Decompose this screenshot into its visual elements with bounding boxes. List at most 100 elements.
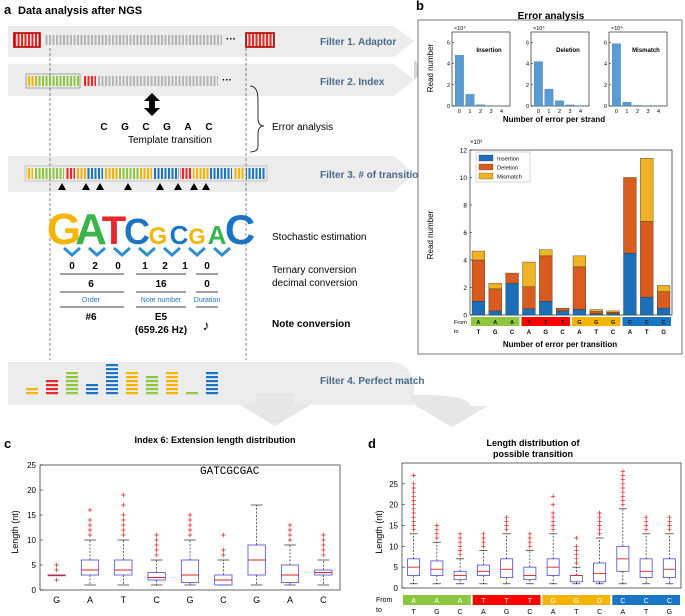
- stack-line: [126, 380, 138, 383]
- small-chart-title: Mismatch: [632, 48, 660, 54]
- from-group-band: [472, 595, 541, 605]
- stack-line: [66, 392, 78, 395]
- small-ytick: 4: [526, 62, 529, 68]
- box: [180, 559, 200, 583]
- stacked-bar-segment: [555, 310, 570, 316]
- from-group-band: [471, 317, 520, 326]
- error-per-transition-chart: 0 2 4 6 8 10 12 Insertion Deletion Mismatch From to…: [454, 148, 673, 336]
- outlier-marker: [550, 519, 556, 524]
- outlier-marker: [620, 502, 626, 507]
- panel-d-title-1: Length distribution of: [487, 438, 581, 448]
- outlier-marker: [434, 531, 440, 537]
- index-red: [84, 76, 96, 86]
- box: [639, 558, 653, 578]
- stacked-bar-segment: [640, 158, 654, 222]
- stochastic-label: Stochastic estimation: [272, 232, 367, 243]
- logo-letter: A: [208, 220, 227, 250]
- outlier-marker: [411, 510, 416, 516]
- outlier-marker: [154, 532, 159, 538]
- outlier-marker: [121, 502, 126, 508]
- stack-line: [106, 384, 118, 387]
- outlier-marker: [287, 527, 293, 533]
- stacked-bar-segment: [623, 252, 637, 316]
- outlier-marker: [527, 544, 533, 549]
- small-bar: [622, 102, 632, 107]
- small-xtick: 0: [458, 109, 461, 115]
- outlier-marker: [527, 535, 533, 541]
- box: [147, 572, 166, 581]
- small-xtick: 4: [657, 109, 660, 115]
- outlier-marker: [121, 492, 126, 498]
- stacked-bar-segment: [572, 309, 587, 316]
- outlier-marker: [287, 537, 293, 543]
- to-letter: T: [574, 609, 579, 616]
- decimal-value-order: 6: [88, 279, 94, 290]
- from-letter: G: [611, 320, 615, 326]
- small-ylabel: Read number: [426, 43, 435, 92]
- panel-c-title: Index 6: Extension length distribution: [134, 435, 295, 445]
- from-letter: T: [481, 598, 486, 605]
- outlier-marker: [597, 527, 602, 532]
- panel-d-title-2: possible transition: [493, 449, 573, 459]
- large-ytick: 2: [463, 285, 467, 292]
- strand-segment: [34, 168, 64, 179]
- error-analysis-label: Error analysis: [272, 122, 333, 133]
- outlier-marker: [597, 514, 602, 520]
- small-xtick: 2: [558, 109, 561, 115]
- outlier-marker: [667, 514, 672, 520]
- eighth-note-icon: ♪: [203, 317, 210, 333]
- outlier-marker: [54, 577, 59, 583]
- panel-d-ylabel: Length (nt): [374, 510, 384, 554]
- stack-line: [146, 388, 158, 391]
- caption-duration: Duration: [194, 297, 221, 304]
- stacked-bar-segment: [505, 272, 519, 284]
- to-letter: A: [621, 609, 626, 616]
- stacked-bar-segment: [589, 309, 603, 312]
- outlier-marker: [620, 494, 626, 499]
- transition-strand: [24, 165, 268, 190]
- panel-c-letter: c: [4, 436, 11, 451]
- to-letter: T: [645, 330, 649, 336]
- small-xlabel: Number of error per strand: [503, 115, 605, 124]
- boxplot-ytick: 10: [27, 536, 36, 545]
- panel-c-sequence: GATCGCGAC: [200, 466, 260, 478]
- outlier-marker: [597, 510, 602, 516]
- to-letter: C: [527, 609, 532, 616]
- legend-swatch: [478, 172, 494, 180]
- stacked-bar-segment: [488, 283, 502, 290]
- from-letter: T: [504, 598, 509, 605]
- index-box: [25, 73, 81, 89]
- outlier-marker: [527, 531, 533, 537]
- xtick-label: T: [121, 595, 127, 605]
- chevron-icon: [163, 246, 181, 257]
- from-letter: T: [528, 598, 533, 605]
- stacked-bar-segment: [539, 301, 553, 316]
- stack-line: [126, 376, 138, 379]
- outlier-marker: [643, 527, 649, 532]
- small-ytick: 6: [604, 41, 607, 47]
- xtick-label: G: [186, 595, 193, 605]
- stack-line: [26, 388, 38, 391]
- stack-line: [46, 384, 58, 387]
- flow-arrow-to-c: [240, 393, 310, 426]
- to-letter: T: [594, 330, 598, 336]
- ternary-digit: 1: [142, 261, 148, 272]
- adaptor-right: [245, 32, 275, 48]
- stacked-bar-segment: [606, 312, 620, 314]
- outlier-marker: [411, 498, 416, 503]
- logo-letter: G: [149, 223, 168, 250]
- outlier-marker: [574, 560, 579, 566]
- xtick-label: G: [53, 595, 60, 605]
- boxplot-axes: [401, 462, 682, 589]
- small-bar: [455, 55, 464, 107]
- decimal-value-duration: 0: [204, 279, 210, 290]
- filter4-label: Filter 4. Perfect match: [320, 376, 424, 387]
- legend-label: Insertion: [497, 157, 519, 163]
- box: [569, 575, 583, 583]
- outlier-marker: [481, 535, 486, 541]
- stack-line: [206, 388, 218, 391]
- from-letter: A: [476, 320, 480, 326]
- outlier-marker: [121, 512, 126, 518]
